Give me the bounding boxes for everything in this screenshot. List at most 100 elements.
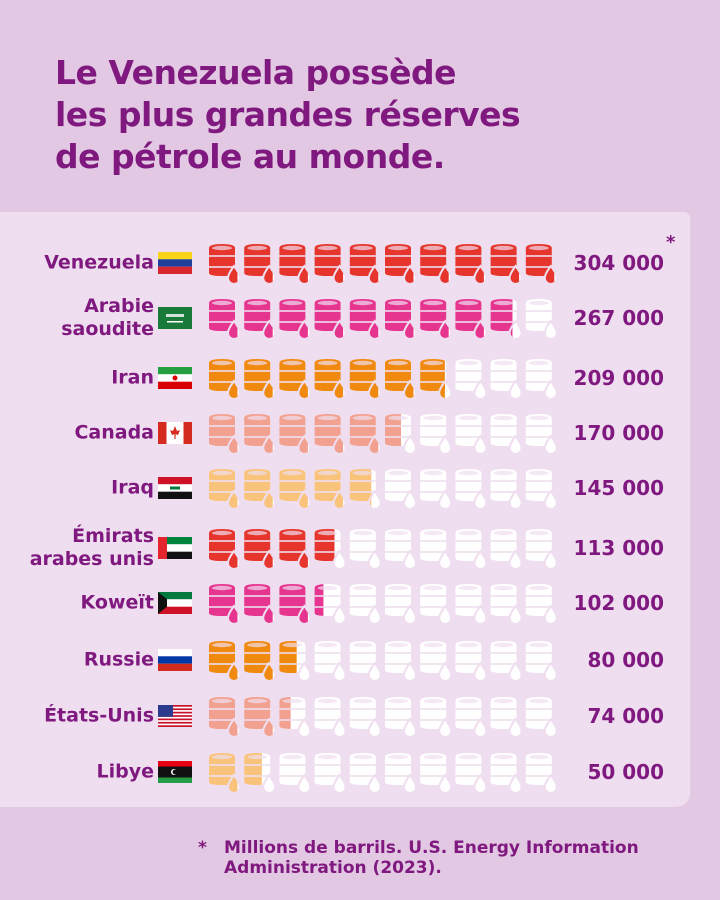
chart-row-usa: États-Unis 74 000: [0, 691, 720, 741]
oil-barrel-icon: [455, 244, 488, 285]
country-label: Russie: [84, 649, 154, 672]
oil-barrel-icon: [490, 299, 523, 340]
oil-barrel-icon: [209, 299, 242, 340]
footnote: Millions de barrils. U.S. Energy Informa…: [224, 838, 639, 878]
flag-libya-icon: [158, 761, 192, 783]
country-label-line: arabes unis: [29, 548, 154, 570]
oil-barrel-icon: [279, 584, 312, 625]
oil-barrel-icon: [420, 529, 453, 570]
oil-barrel-icon: [420, 641, 453, 682]
oil-barrel-icon: [490, 244, 523, 285]
oil-barrel-icon: [314, 529, 347, 570]
chart-panel: [0, 212, 690, 807]
country-label-line: États-Unis: [44, 704, 154, 727]
chart-row-iran: Iran 209 000: [0, 353, 720, 403]
oil-barrel-icon: [349, 414, 382, 455]
country-label-line: Iran: [111, 366, 154, 389]
flag-iraq-icon: [158, 477, 192, 499]
title-line: les plus grandes réserves: [55, 95, 521, 134]
country-label-line: Koweït: [80, 591, 154, 614]
oil-barrel-icon: [525, 244, 558, 285]
oil-barrel-icon: [349, 299, 382, 340]
country-label-line: Émirats: [72, 525, 154, 547]
oil-barrel-icon: [525, 359, 558, 400]
oil-barrel-icon: [455, 414, 488, 455]
chart-row-saudi-arabia: Arabie saoudite 267 000: [0, 293, 720, 343]
footnote-line: Administration (2023).: [224, 858, 442, 878]
oil-barrel-icon: [490, 584, 523, 625]
oil-barrel-icon: [349, 753, 382, 794]
footnote-marker: *: [666, 232, 676, 253]
country-label: Canada: [74, 422, 154, 445]
oil-barrel-icon: [349, 697, 382, 738]
flag-usa-icon: [158, 705, 192, 727]
oil-barrel-icon: [385, 469, 418, 510]
oil-barrel-icon: [420, 584, 453, 625]
oil-barrel-icon: [244, 753, 277, 794]
oil-barrel-icon: [279, 359, 312, 400]
barrel-bar: [209, 244, 558, 285]
oil-barrel-icon: [420, 359, 453, 400]
oil-barrel-icon: [209, 753, 242, 794]
oil-barrel-icon: [385, 414, 418, 455]
oil-barrel-icon: [349, 641, 382, 682]
barrel-bar: [209, 414, 558, 455]
oil-barrel-icon: [244, 469, 277, 510]
oil-barrel-icon: [244, 299, 277, 340]
oil-barrel-icon: [314, 469, 347, 510]
country-label: Iraq: [111, 477, 154, 500]
oil-barrel-icon: [455, 299, 488, 340]
value-label: 50 000: [587, 760, 664, 784]
oil-barrel-icon: [525, 584, 558, 625]
oil-barrel-icon: [525, 641, 558, 682]
value-label: 209 000: [573, 366, 664, 390]
flag-uae-icon: [158, 537, 192, 559]
oil-barrel-icon: [279, 697, 312, 738]
oil-barrel-icon: [455, 697, 488, 738]
oil-barrel-icon: [420, 753, 453, 794]
flag-russia-icon: [158, 649, 192, 671]
oil-barrel-icon: [490, 414, 523, 455]
country-label-line: Venezuela: [44, 251, 154, 274]
country-label: Koweït: [81, 592, 154, 615]
country-label-line: Arabie: [84, 295, 154, 317]
oil-barrel-icon: [314, 359, 347, 400]
value-label: 145 000: [573, 476, 664, 500]
oil-barrel-icon: [455, 584, 488, 625]
oil-barrel-icon: [385, 299, 418, 340]
country-label: Libye: [97, 761, 155, 784]
oil-barrel-icon: [455, 529, 488, 570]
footnote-line: Millions de barrils. U.S. Energy Informa…: [224, 838, 639, 858]
country-label-line: Russie: [83, 648, 154, 671]
oil-barrel-icon: [209, 584, 242, 625]
oil-barrel-icon: [209, 529, 242, 570]
oil-barrel-icon: [314, 641, 347, 682]
oil-barrel-icon: [525, 469, 558, 510]
oil-barrel-icon: [349, 529, 382, 570]
oil-barrel-icon: [420, 414, 453, 455]
oil-barrel-icon: [490, 697, 523, 738]
country-label: États-Unis: [44, 705, 154, 728]
oil-barrel-icon: [385, 753, 418, 794]
oil-barrel-icon: [385, 584, 418, 625]
oil-barrel-icon: [209, 359, 242, 400]
oil-barrel-icon: [244, 529, 277, 570]
footnote-marker: *: [198, 838, 207, 858]
oil-barrel-icon: [244, 414, 277, 455]
oil-barrel-icon: [420, 469, 453, 510]
country-label: Émirats arabes unis: [30, 525, 154, 571]
chart-row-uae: Émirats arabes unis 113 000: [0, 523, 720, 573]
oil-barrel-icon: [279, 244, 312, 285]
oil-barrel-icon: [349, 469, 382, 510]
chart-row-russia: Russie 80 000: [0, 635, 720, 685]
oil-barrel-icon: [525, 753, 558, 794]
barrel-bar: [209, 753, 558, 794]
value-label: 170 000: [573, 421, 664, 445]
oil-barrel-icon: [420, 299, 453, 340]
barrel-bar: [209, 641, 558, 682]
oil-barrel-icon: [385, 244, 418, 285]
barrel-bar: [209, 529, 558, 570]
oil-barrel-icon: [420, 697, 453, 738]
oil-barrel-icon: [455, 641, 488, 682]
oil-barrel-icon: [349, 244, 382, 285]
